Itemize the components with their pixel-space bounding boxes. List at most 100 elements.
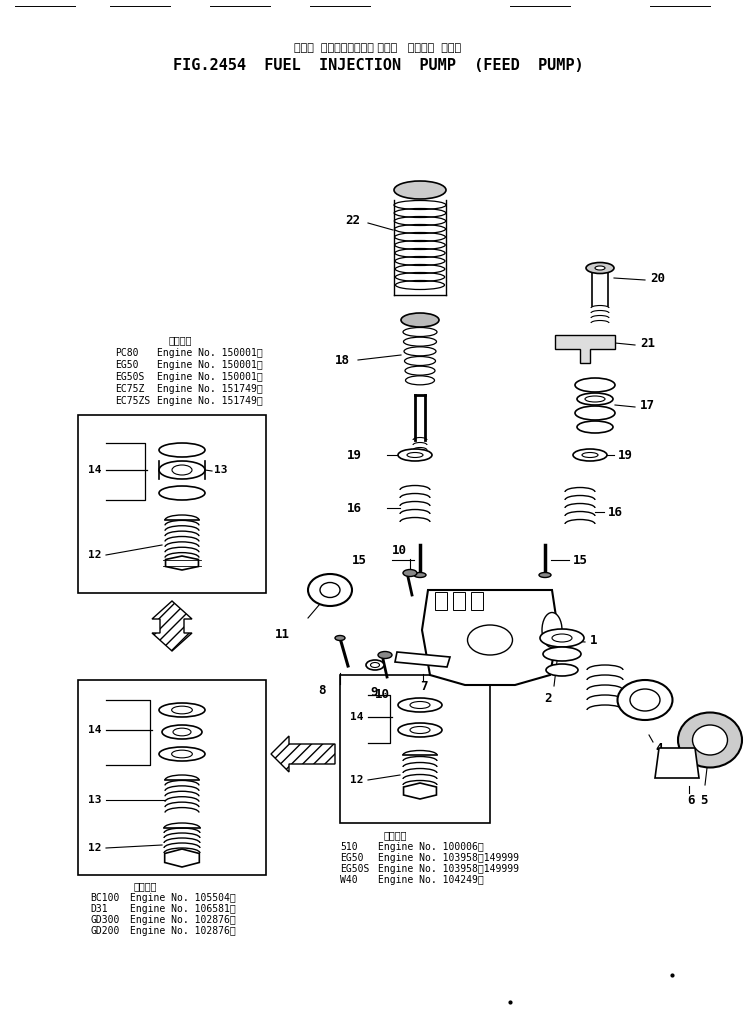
Text: W40: W40 bbox=[340, 875, 358, 885]
Ellipse shape bbox=[401, 313, 439, 327]
Text: Engine No. 105504～: Engine No. 105504～ bbox=[130, 893, 236, 903]
Ellipse shape bbox=[575, 406, 615, 420]
Text: 16: 16 bbox=[608, 506, 623, 518]
Ellipse shape bbox=[394, 182, 446, 199]
Text: D31: D31 bbox=[90, 904, 107, 914]
Text: 21: 21 bbox=[640, 337, 655, 350]
Text: 4: 4 bbox=[655, 741, 662, 754]
Text: 13: 13 bbox=[88, 795, 101, 805]
Polygon shape bbox=[422, 590, 558, 685]
Text: Engine No. 103958～149999: Engine No. 103958～149999 bbox=[378, 853, 519, 863]
Ellipse shape bbox=[542, 612, 562, 648]
Text: 14: 14 bbox=[88, 465, 101, 475]
Text: 10: 10 bbox=[392, 545, 407, 558]
Text: 適用号等: 適用号等 bbox=[133, 881, 156, 891]
Text: Engine No. 104249～: Engine No. 104249～ bbox=[378, 875, 484, 885]
Text: Engine No. 102876～: Engine No. 102876～ bbox=[130, 915, 236, 925]
Text: Engine No. 151749～: Engine No. 151749～ bbox=[157, 396, 263, 406]
Text: GD200: GD200 bbox=[90, 926, 119, 936]
Ellipse shape bbox=[540, 629, 584, 647]
Ellipse shape bbox=[414, 573, 426, 578]
Text: PC80: PC80 bbox=[115, 348, 138, 358]
Ellipse shape bbox=[335, 636, 345, 641]
Text: 19: 19 bbox=[618, 448, 633, 461]
Text: EG50: EG50 bbox=[340, 853, 364, 863]
Text: 8: 8 bbox=[318, 683, 326, 697]
Polygon shape bbox=[404, 783, 436, 799]
Ellipse shape bbox=[539, 573, 551, 578]
Bar bbox=[453, 592, 465, 610]
Ellipse shape bbox=[320, 582, 340, 597]
Text: 17: 17 bbox=[640, 399, 655, 412]
Ellipse shape bbox=[398, 698, 442, 712]
Text: 19: 19 bbox=[347, 448, 362, 461]
Ellipse shape bbox=[398, 723, 442, 737]
Ellipse shape bbox=[678, 713, 742, 768]
Text: Engine No. 150001～: Engine No. 150001～ bbox=[157, 360, 263, 370]
Polygon shape bbox=[152, 601, 192, 651]
Text: 20: 20 bbox=[650, 272, 665, 285]
Text: FIG.2454  FUEL  INJECTION  PUMP  (FEED  PUMP): FIG.2454 FUEL INJECTION PUMP (FEED PUMP) bbox=[172, 58, 584, 72]
Text: Engine No. 151749～: Engine No. 151749～ bbox=[157, 384, 263, 394]
Ellipse shape bbox=[543, 647, 581, 661]
Ellipse shape bbox=[577, 421, 613, 433]
Text: 18: 18 bbox=[335, 354, 350, 366]
Ellipse shape bbox=[577, 393, 613, 405]
Ellipse shape bbox=[378, 652, 392, 658]
Ellipse shape bbox=[546, 664, 578, 676]
Ellipse shape bbox=[398, 449, 432, 461]
Polygon shape bbox=[555, 335, 615, 363]
Text: 11: 11 bbox=[275, 629, 290, 642]
Polygon shape bbox=[166, 556, 199, 570]
Text: Engine No. 150001～: Engine No. 150001～ bbox=[157, 348, 263, 358]
Text: 7: 7 bbox=[420, 680, 427, 694]
Bar bbox=[78, 680, 266, 875]
Bar bbox=[340, 675, 490, 823]
Ellipse shape bbox=[403, 570, 417, 577]
Polygon shape bbox=[165, 849, 200, 867]
Text: EG50: EG50 bbox=[115, 360, 138, 370]
Ellipse shape bbox=[366, 660, 384, 670]
Ellipse shape bbox=[159, 486, 205, 500]
Text: Engine No. 150001～: Engine No. 150001～ bbox=[157, 372, 263, 382]
Text: フェル  インジェクション ポンプ   フィード  ポンプ: フェル インジェクション ポンプ フィード ポンプ bbox=[294, 43, 462, 53]
Text: 適用号等: 適用号等 bbox=[169, 335, 192, 345]
Text: 12: 12 bbox=[350, 775, 364, 785]
Ellipse shape bbox=[595, 266, 605, 270]
Ellipse shape bbox=[159, 703, 205, 717]
Text: 510: 510 bbox=[340, 842, 358, 852]
Text: 15: 15 bbox=[352, 554, 367, 567]
Text: EG50S: EG50S bbox=[340, 864, 370, 874]
Ellipse shape bbox=[630, 689, 660, 711]
Ellipse shape bbox=[692, 725, 727, 755]
Text: EC75ZS: EC75ZS bbox=[115, 396, 150, 406]
Text: 6: 6 bbox=[687, 794, 695, 806]
Text: Engine No. 100006～: Engine No. 100006～ bbox=[378, 842, 484, 852]
Bar bbox=[471, 592, 483, 610]
Text: Engine No. 103958～149999: Engine No. 103958～149999 bbox=[378, 864, 519, 874]
Text: 16: 16 bbox=[347, 502, 362, 514]
Text: GD300: GD300 bbox=[90, 915, 119, 925]
Text: 9: 9 bbox=[370, 686, 377, 700]
Text: 12: 12 bbox=[88, 843, 101, 853]
Text: 2: 2 bbox=[544, 692, 551, 705]
Text: 14: 14 bbox=[88, 725, 101, 735]
Ellipse shape bbox=[162, 725, 202, 739]
Text: 22: 22 bbox=[345, 214, 360, 226]
Text: Engine No. 106581～: Engine No. 106581～ bbox=[130, 904, 236, 914]
Bar bbox=[435, 592, 447, 610]
Text: 10: 10 bbox=[375, 689, 390, 702]
Polygon shape bbox=[271, 736, 335, 772]
Ellipse shape bbox=[586, 263, 614, 274]
Text: BC100: BC100 bbox=[90, 893, 119, 903]
Polygon shape bbox=[655, 748, 699, 778]
Ellipse shape bbox=[159, 443, 205, 457]
Text: 5: 5 bbox=[700, 794, 708, 806]
Text: EG50S: EG50S bbox=[115, 372, 144, 382]
Text: 3: 3 bbox=[627, 692, 634, 705]
Bar bbox=[78, 415, 266, 593]
Text: 1: 1 bbox=[590, 634, 597, 647]
Text: 14: 14 bbox=[350, 712, 364, 722]
Ellipse shape bbox=[618, 680, 673, 720]
Text: Engine No. 102876～: Engine No. 102876～ bbox=[130, 926, 236, 936]
